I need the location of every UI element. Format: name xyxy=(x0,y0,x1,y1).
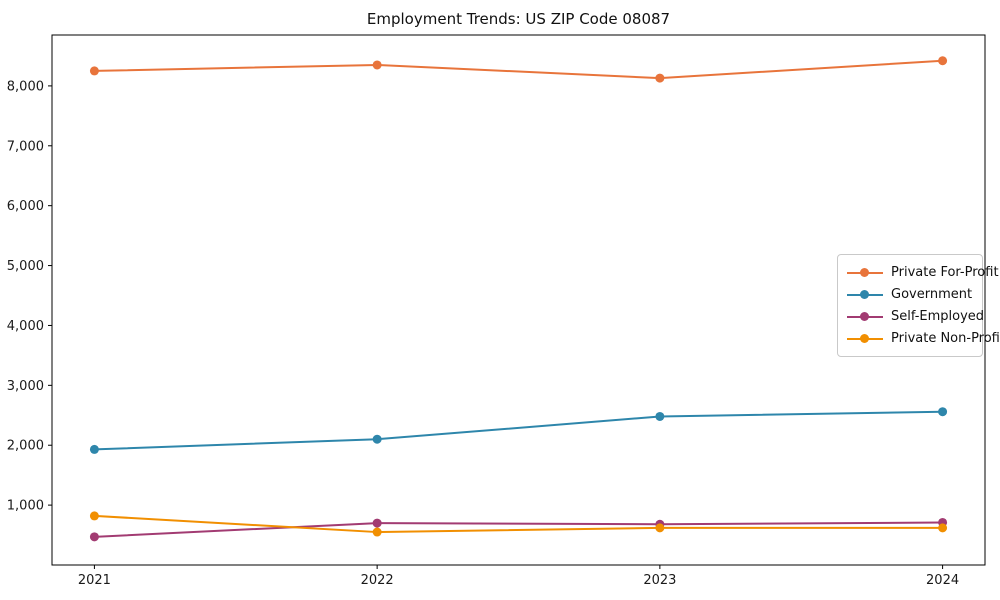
legend-line-marker-icon xyxy=(847,267,883,278)
data-point-marker xyxy=(372,434,382,444)
y-tick-label: 1,000 xyxy=(7,499,44,514)
series-line xyxy=(93,521,944,538)
chart-title: Employment Trends: US ZIP Code 08087 xyxy=(366,10,671,28)
data-point-marker xyxy=(655,73,665,83)
legend-line-marker-icon xyxy=(847,311,883,322)
y-tick-label: 4,000 xyxy=(7,319,44,334)
legend-item: Private Non-Profit xyxy=(847,330,1000,347)
data-point-marker xyxy=(89,444,99,454)
x-tick-label: 2024 xyxy=(926,573,959,588)
legend-item: Private For-Profit xyxy=(847,264,999,281)
data-point-marker xyxy=(89,511,99,521)
data-point-marker xyxy=(372,527,382,537)
data-point-marker xyxy=(655,411,665,421)
legend-line-marker-icon xyxy=(847,289,883,300)
legend-label: Private For-Profit xyxy=(891,265,999,280)
data-point-marker xyxy=(89,66,99,76)
legend-item: Government xyxy=(847,286,973,303)
y-tick-label: 8,000 xyxy=(7,79,44,94)
x-tick-label: 2022 xyxy=(361,573,394,588)
series-line xyxy=(93,514,944,534)
legend-label: Government xyxy=(891,287,973,302)
axes-spines xyxy=(51,34,986,566)
y-tick-label: 5,000 xyxy=(7,259,44,274)
y-tick-label: 2,000 xyxy=(7,439,44,454)
y-tick-label: 3,000 xyxy=(7,379,44,394)
series-line xyxy=(93,59,944,80)
series-line xyxy=(93,410,944,451)
legend-label: Self-Employed xyxy=(891,309,985,324)
data-point-marker xyxy=(372,60,382,70)
y-tick-label: 7,000 xyxy=(7,139,44,154)
legend-item: Self-Employed xyxy=(847,308,984,325)
y-tick-label: 6,000 xyxy=(7,199,44,214)
legend-line-marker-icon xyxy=(847,333,883,344)
x-tick-label: 2023 xyxy=(643,573,676,588)
data-point-marker xyxy=(89,532,99,542)
data-point-marker xyxy=(938,407,948,417)
legend: Private For-Profit Government Self-Employe… xyxy=(837,254,1000,357)
data-point-marker xyxy=(938,56,948,66)
data-point-marker xyxy=(938,523,948,533)
data-point-marker xyxy=(372,518,382,528)
data-point-marker xyxy=(655,523,665,533)
x-tick-label: 2021 xyxy=(78,573,111,588)
legend-label: Private Non-Profit xyxy=(891,331,1000,346)
